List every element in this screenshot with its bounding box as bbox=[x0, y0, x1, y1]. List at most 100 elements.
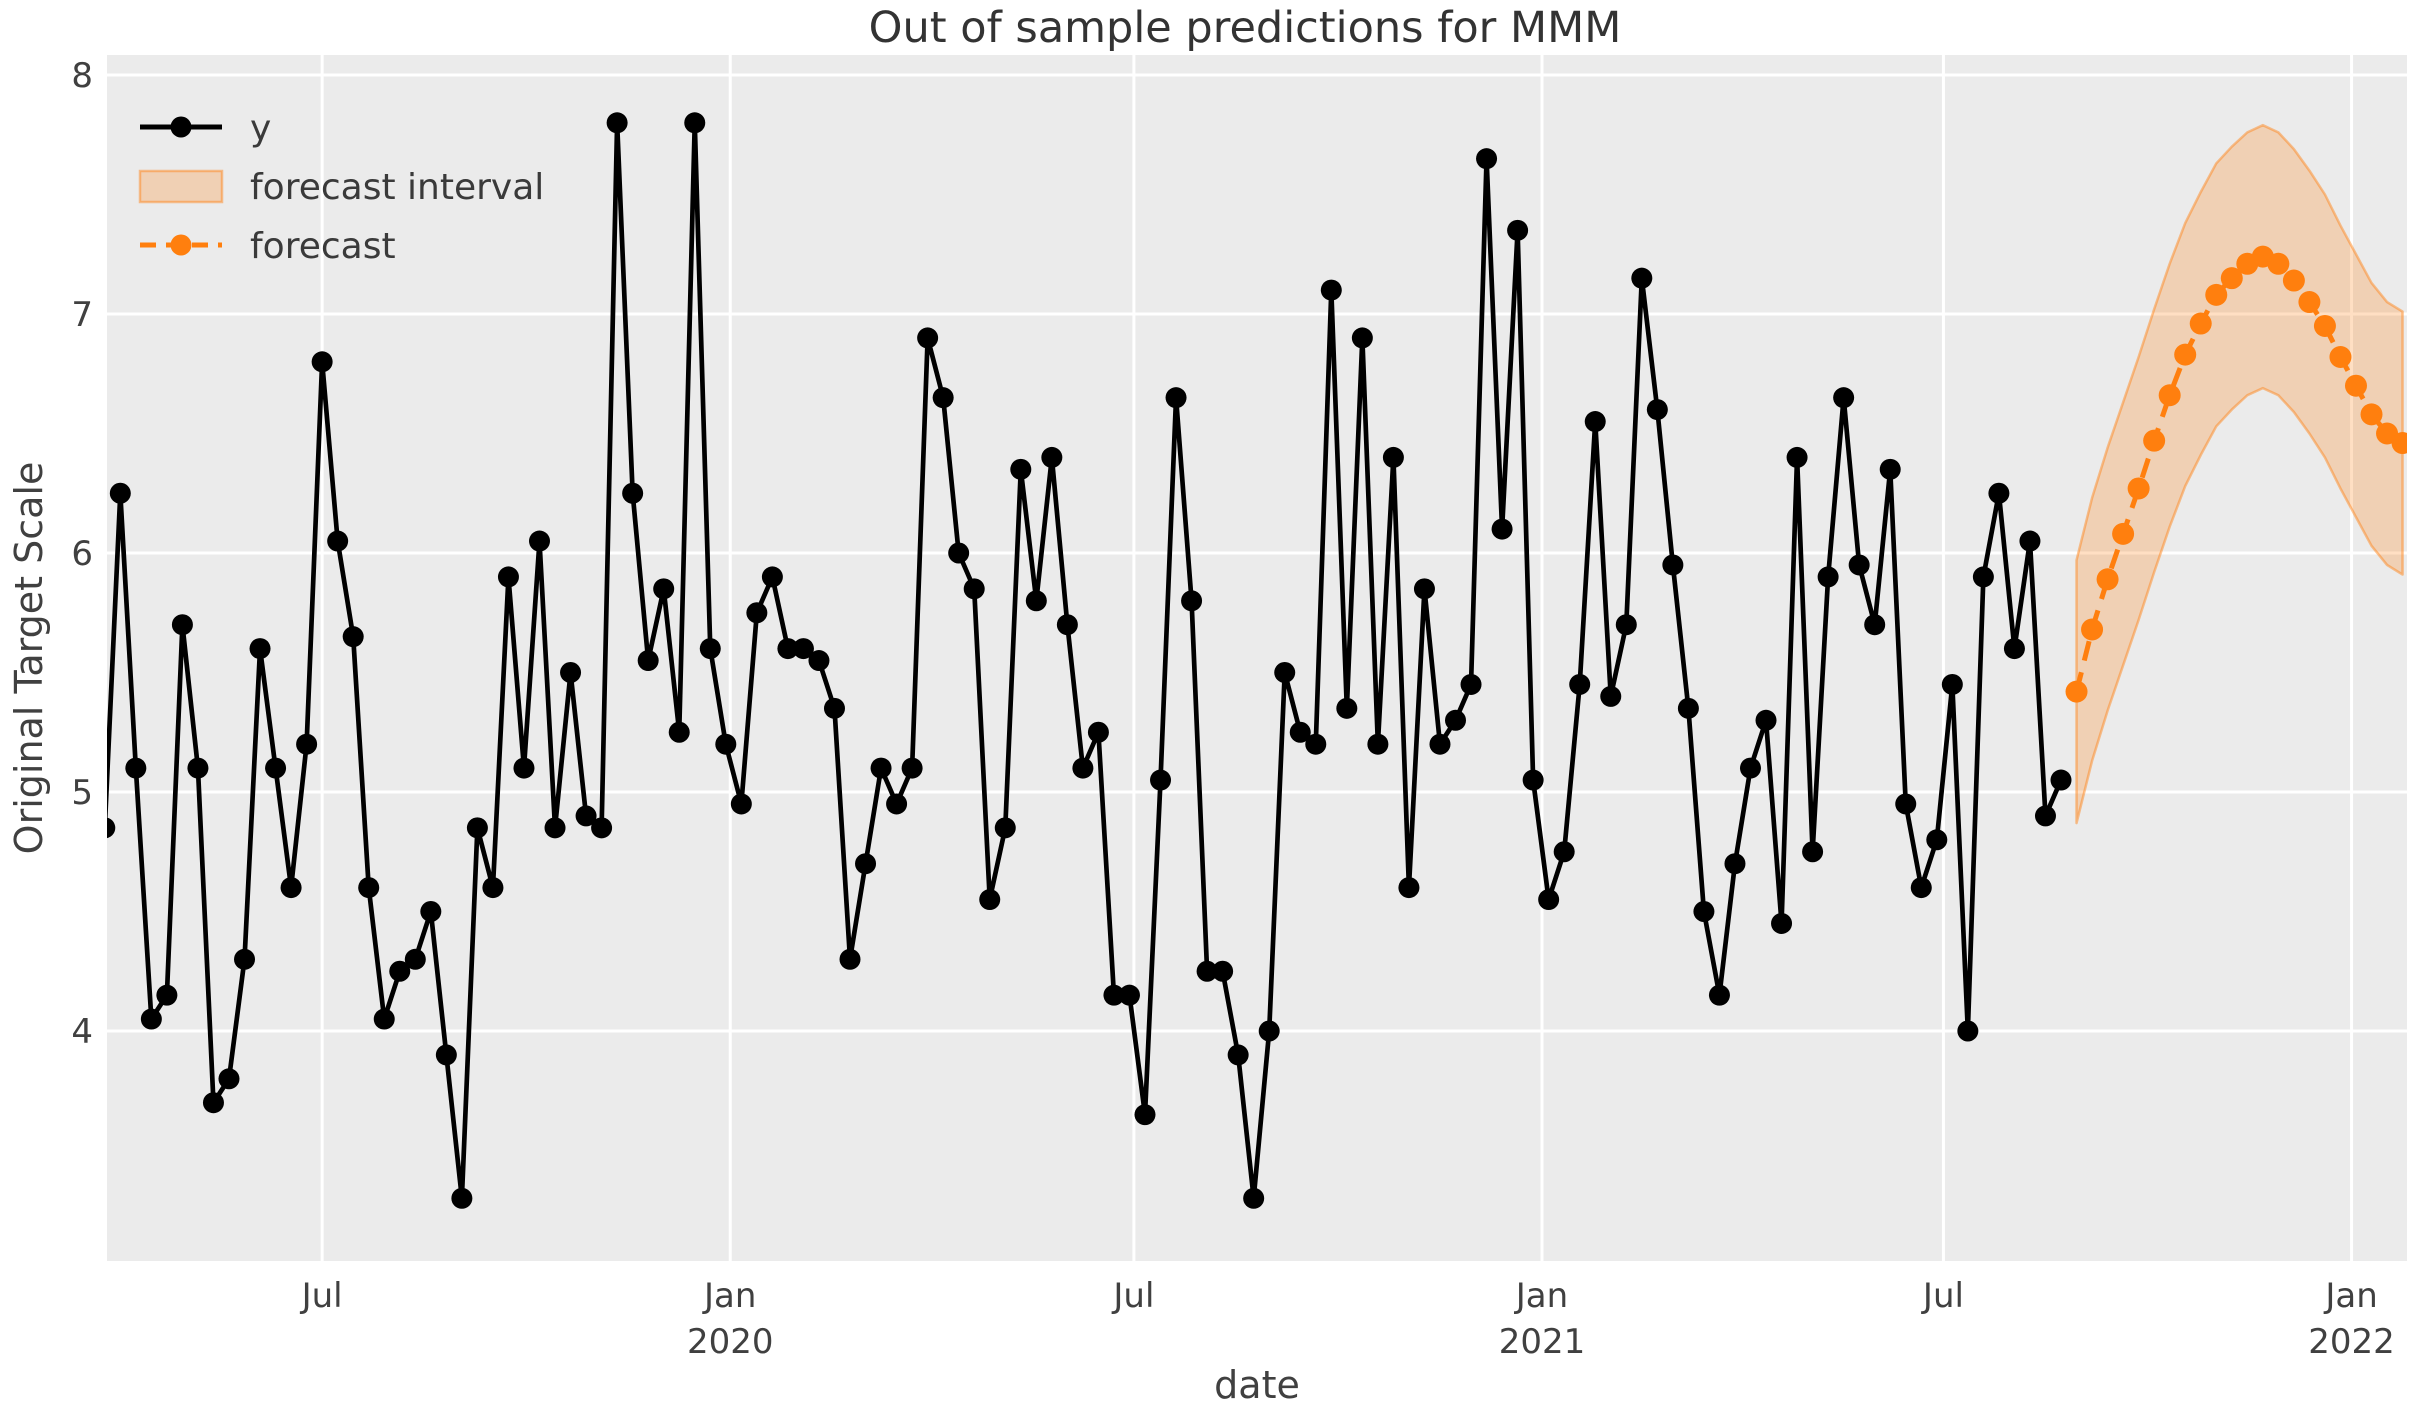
y-data-point bbox=[1771, 912, 1793, 934]
legend-item-forecast: forecast bbox=[140, 226, 396, 267]
y-data-point bbox=[389, 960, 411, 982]
y-data-point bbox=[1382, 446, 1404, 468]
forecast-data-point bbox=[2313, 314, 2336, 337]
y-data-point bbox=[1413, 578, 1435, 600]
y-data-point bbox=[948, 542, 970, 564]
y-data-point bbox=[1957, 1020, 1979, 1042]
y-data-point bbox=[1646, 399, 1668, 421]
y-data-point bbox=[684, 112, 706, 134]
y-data-point bbox=[528, 530, 550, 552]
y-data-point bbox=[591, 817, 613, 839]
y-data-point bbox=[265, 757, 287, 779]
y-data-point bbox=[1476, 148, 1498, 170]
y-data-point bbox=[1677, 697, 1699, 719]
legend: y forecast interval forecast bbox=[138, 108, 544, 267]
y-data-point bbox=[107, 817, 116, 839]
y-data-point bbox=[1584, 411, 1606, 433]
forecast-marker-swatch bbox=[170, 234, 192, 256]
y-data-point bbox=[1724, 853, 1746, 875]
y-data-point bbox=[1569, 673, 1591, 695]
forecast-data-point bbox=[2081, 618, 2104, 641]
y-data-point bbox=[1336, 697, 1358, 719]
x-tick-label: Jan bbox=[2323, 1276, 2377, 1316]
forecast-data-point bbox=[2096, 568, 2119, 591]
y-tick-label: 8 bbox=[71, 56, 93, 96]
forecast-data-point bbox=[2267, 252, 2290, 275]
x-tick-label: Jul bbox=[1111, 1276, 1154, 1316]
y-data-point bbox=[1879, 458, 1901, 480]
y-data-point bbox=[202, 1092, 224, 1114]
y-data-point bbox=[1429, 733, 1451, 755]
y-data-point bbox=[1258, 1020, 1280, 1042]
interval-swatch bbox=[138, 169, 224, 204]
forecast-data-point bbox=[2189, 312, 2212, 335]
y-data-point bbox=[1196, 960, 1218, 982]
y-data-point bbox=[497, 566, 519, 588]
x-tick-label: Jan bbox=[702, 1276, 756, 1316]
y-data-point bbox=[730, 793, 752, 815]
y-axis-label: Original Target Scale bbox=[7, 462, 51, 855]
legend-label-forecast: forecast bbox=[250, 226, 396, 267]
forecast-data-point bbox=[2298, 291, 2321, 314]
y-data-point bbox=[327, 530, 349, 552]
y-data-point bbox=[1817, 566, 1839, 588]
y-data-point bbox=[451, 1187, 473, 1209]
y-data-point bbox=[1398, 877, 1420, 899]
chart-title: Out of sample predictions for MMM bbox=[869, 3, 1622, 53]
y-data-point bbox=[1988, 482, 2010, 504]
y-data-point bbox=[1864, 614, 1886, 636]
y-data-point bbox=[1895, 793, 1917, 815]
y-data-point bbox=[1367, 733, 1389, 755]
x-tick-label: Jul bbox=[1921, 1276, 1964, 1316]
y-data-point bbox=[1087, 721, 1109, 743]
y-data-point bbox=[870, 757, 892, 779]
y-data-point bbox=[1910, 877, 1932, 899]
y-data-point bbox=[637, 650, 659, 672]
legend-item-y: y bbox=[140, 108, 271, 149]
y-data-point bbox=[1926, 829, 1948, 851]
forecast-data-point bbox=[2127, 477, 2150, 500]
y-data-point bbox=[901, 757, 923, 779]
y-data-point bbox=[1351, 327, 1373, 349]
forecast-data-point bbox=[2065, 680, 2088, 703]
y-data-point bbox=[342, 626, 364, 648]
y-data-point bbox=[1522, 769, 1544, 791]
y-data-point bbox=[482, 877, 504, 899]
y-data-point bbox=[125, 757, 147, 779]
y-data-point bbox=[1227, 1044, 1249, 1066]
y-data-point bbox=[1615, 614, 1637, 636]
y-data-point bbox=[2003, 638, 2025, 660]
x-tick-label: Jul bbox=[300, 1276, 343, 1316]
forecast-data-point bbox=[2344, 374, 2367, 397]
y-data-point bbox=[1056, 614, 1078, 636]
y-data-point bbox=[917, 327, 939, 349]
y-data-point bbox=[1460, 673, 1482, 695]
y-data-point bbox=[1833, 387, 1855, 409]
y-data-point bbox=[855, 853, 877, 875]
y-data-point bbox=[249, 638, 271, 660]
forecast-data-point bbox=[2220, 267, 2243, 290]
y-data-point bbox=[560, 662, 582, 683]
x-axis-tick-labels: Jul Jan 2020 Jul Jan 2021 Jul Jan 2022 bbox=[300, 1276, 2395, 1362]
y-data-point bbox=[668, 721, 690, 743]
y-data-point bbox=[979, 889, 1001, 911]
y-data-point bbox=[839, 948, 861, 970]
y-data-point bbox=[1118, 984, 1140, 1006]
forecast-data-point bbox=[2360, 403, 2383, 426]
y-tick-label: 6 bbox=[71, 534, 93, 574]
y-data-point bbox=[932, 387, 954, 409]
y-data-point bbox=[1786, 446, 1808, 468]
y-data-point bbox=[280, 877, 302, 899]
y-data-point bbox=[1507, 219, 1529, 241]
y-axis-tick-labels: 8 7 6 5 4 bbox=[71, 56, 93, 1052]
y-data-point bbox=[1755, 709, 1777, 731]
y-tick-label: 4 bbox=[71, 1012, 93, 1052]
y-data-point bbox=[2019, 530, 2041, 552]
y-data-point bbox=[1305, 733, 1327, 755]
y-data-point bbox=[140, 1008, 162, 1030]
y-data-point bbox=[466, 817, 488, 839]
y-data-point bbox=[699, 638, 721, 660]
y-data-point bbox=[234, 948, 256, 970]
y-data-point bbox=[823, 697, 845, 719]
